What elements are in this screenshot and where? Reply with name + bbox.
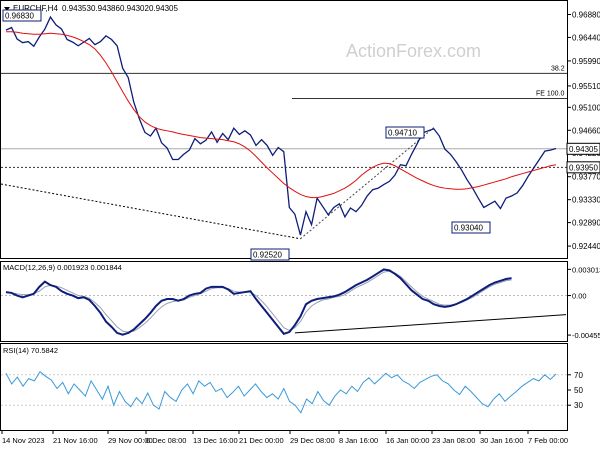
price-tick-label: 0.93330 <box>572 196 600 205</box>
rsi-tick-label: 30 <box>574 401 583 410</box>
macd-label: MACD(12,26,9) 0.001923 0.001844 <box>3 263 122 272</box>
rsi-line <box>5 371 557 414</box>
price-annotation-label: 0.94710 <box>388 129 417 138</box>
ohlc-close: 0.94305 <box>149 4 178 13</box>
macd-panel-frame <box>0 261 568 342</box>
rsi-tick-label: 70 <box>574 371 583 380</box>
rsi-layer: 70 50 30 <box>1 371 583 414</box>
macd-signal-line <box>6 270 512 333</box>
up-trendline <box>300 127 435 240</box>
price-annotation-box <box>385 126 425 139</box>
rsi-label: RSI(14) 70.5842 <box>3 346 58 355</box>
ohlc-high: 0.94386 <box>91 4 120 13</box>
macd-tick-label: 0.00 <box>572 292 587 301</box>
current-price-box <box>566 142 600 155</box>
x-tick-label: 13 Dec 16:00 <box>193 436 238 445</box>
ohlc-low: 0.94302 <box>120 4 149 13</box>
price-annotation-box <box>451 221 491 234</box>
ohlc-open: 0.94353 <box>62 4 91 13</box>
rsi-panel-frame <box>0 343 568 431</box>
macd-tick-label: -0.00455 <box>572 331 600 340</box>
macd-trendline <box>294 314 567 334</box>
price-annotation-box <box>2 9 42 22</box>
rsi-tick-label: 50 <box>574 386 583 395</box>
x-tick-label: 16 Jan 00:00 <box>386 436 429 445</box>
price-layer: 0.96880 0.96440 0.95990 0.95510 0.95100 0.946… <box>0 9 600 261</box>
x-tick-label: 21 Dec 00:00 <box>239 436 284 445</box>
price-tick-label: 0.96880 <box>572 10 600 19</box>
symbol-dropdown-icon[interactable] <box>4 7 10 11</box>
price-tick-label: 0.92440 <box>572 242 600 251</box>
x-tick-label: 6 Dec 08:00 <box>146 436 186 445</box>
support-price-box <box>566 161 600 174</box>
price-annotation-label: 0.92520 <box>253 251 282 260</box>
down-trendline <box>0 183 301 240</box>
x-tick-label: 29 Dec 08:00 <box>290 436 335 445</box>
price-series-line <box>5 15 557 236</box>
x-axis: 14 Nov 2023 21 Nov 16:00 29 Nov 00:006 Dec… <box>1 431 568 445</box>
x-tick-label: 7 Feb 00:00 <box>528 436 568 445</box>
price-tick-label: 0.95100 <box>572 103 600 112</box>
symbol-label: EURCHF,H4 <box>13 4 58 13</box>
price-panel-frame <box>0 0 568 259</box>
macd-line <box>5 268 512 336</box>
x-tick-label: 23 Jan 08:00 <box>432 436 475 445</box>
price-annotation-label: 0.96830 <box>5 12 34 21</box>
macd-layer: 0.003013 0.00 -0.00455 <box>1 265 600 340</box>
fib-level-label: 38.2 <box>551 65 565 72</box>
watermark: ActionForex.com <box>346 41 481 61</box>
price-tick-label: 0.95990 <box>572 57 600 66</box>
price-tick-label: 0.93770 <box>572 173 600 182</box>
price-annotation-box <box>250 248 290 261</box>
x-tick-label: 30 Jan 16:00 <box>480 436 523 445</box>
x-tick-label: 8 Jan 16:00 <box>339 436 378 445</box>
price-tick-label: 0.94660 <box>572 126 600 135</box>
price-annotation-label: 0.93040 <box>454 224 483 233</box>
x-tick-label: 29 Nov 00:00 <box>108 436 153 445</box>
current-price-label: 0.94305 <box>569 145 598 154</box>
price-tick-label: 0.92890 <box>572 219 600 228</box>
price-tick-label: 0.96440 <box>572 33 600 42</box>
fib-level-label: FE 100.0 <box>536 90 565 97</box>
x-tick-label: 21 Nov 16:00 <box>53 436 98 445</box>
support-price-label: 0.93950 <box>569 163 598 172</box>
price-tick-label: 0.95510 <box>572 82 600 91</box>
x-tick-label: 14 Nov 2023 <box>2 436 45 445</box>
macd-tick-label: 0.003013 <box>572 265 600 274</box>
moving-average-line <box>6 31 557 199</box>
